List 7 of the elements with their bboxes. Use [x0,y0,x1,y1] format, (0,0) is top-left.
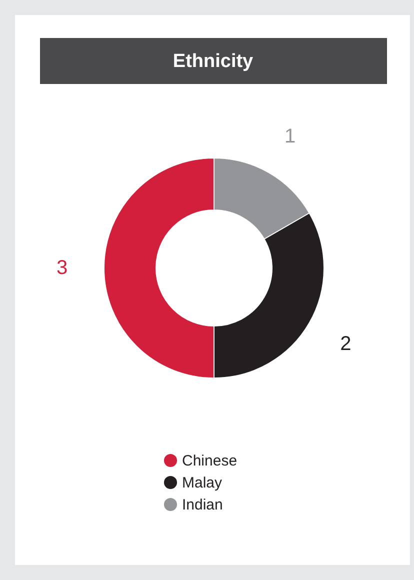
legend-label: Indian [182,496,223,514]
data-label: 3 [56,257,68,279]
chart-title: Ethnicity [172,51,254,72]
legend-label: Malay [182,474,223,492]
data-label: 1 [284,125,296,148]
data-label: 2 [340,333,352,355]
legend-label: Chinese [182,452,238,470]
